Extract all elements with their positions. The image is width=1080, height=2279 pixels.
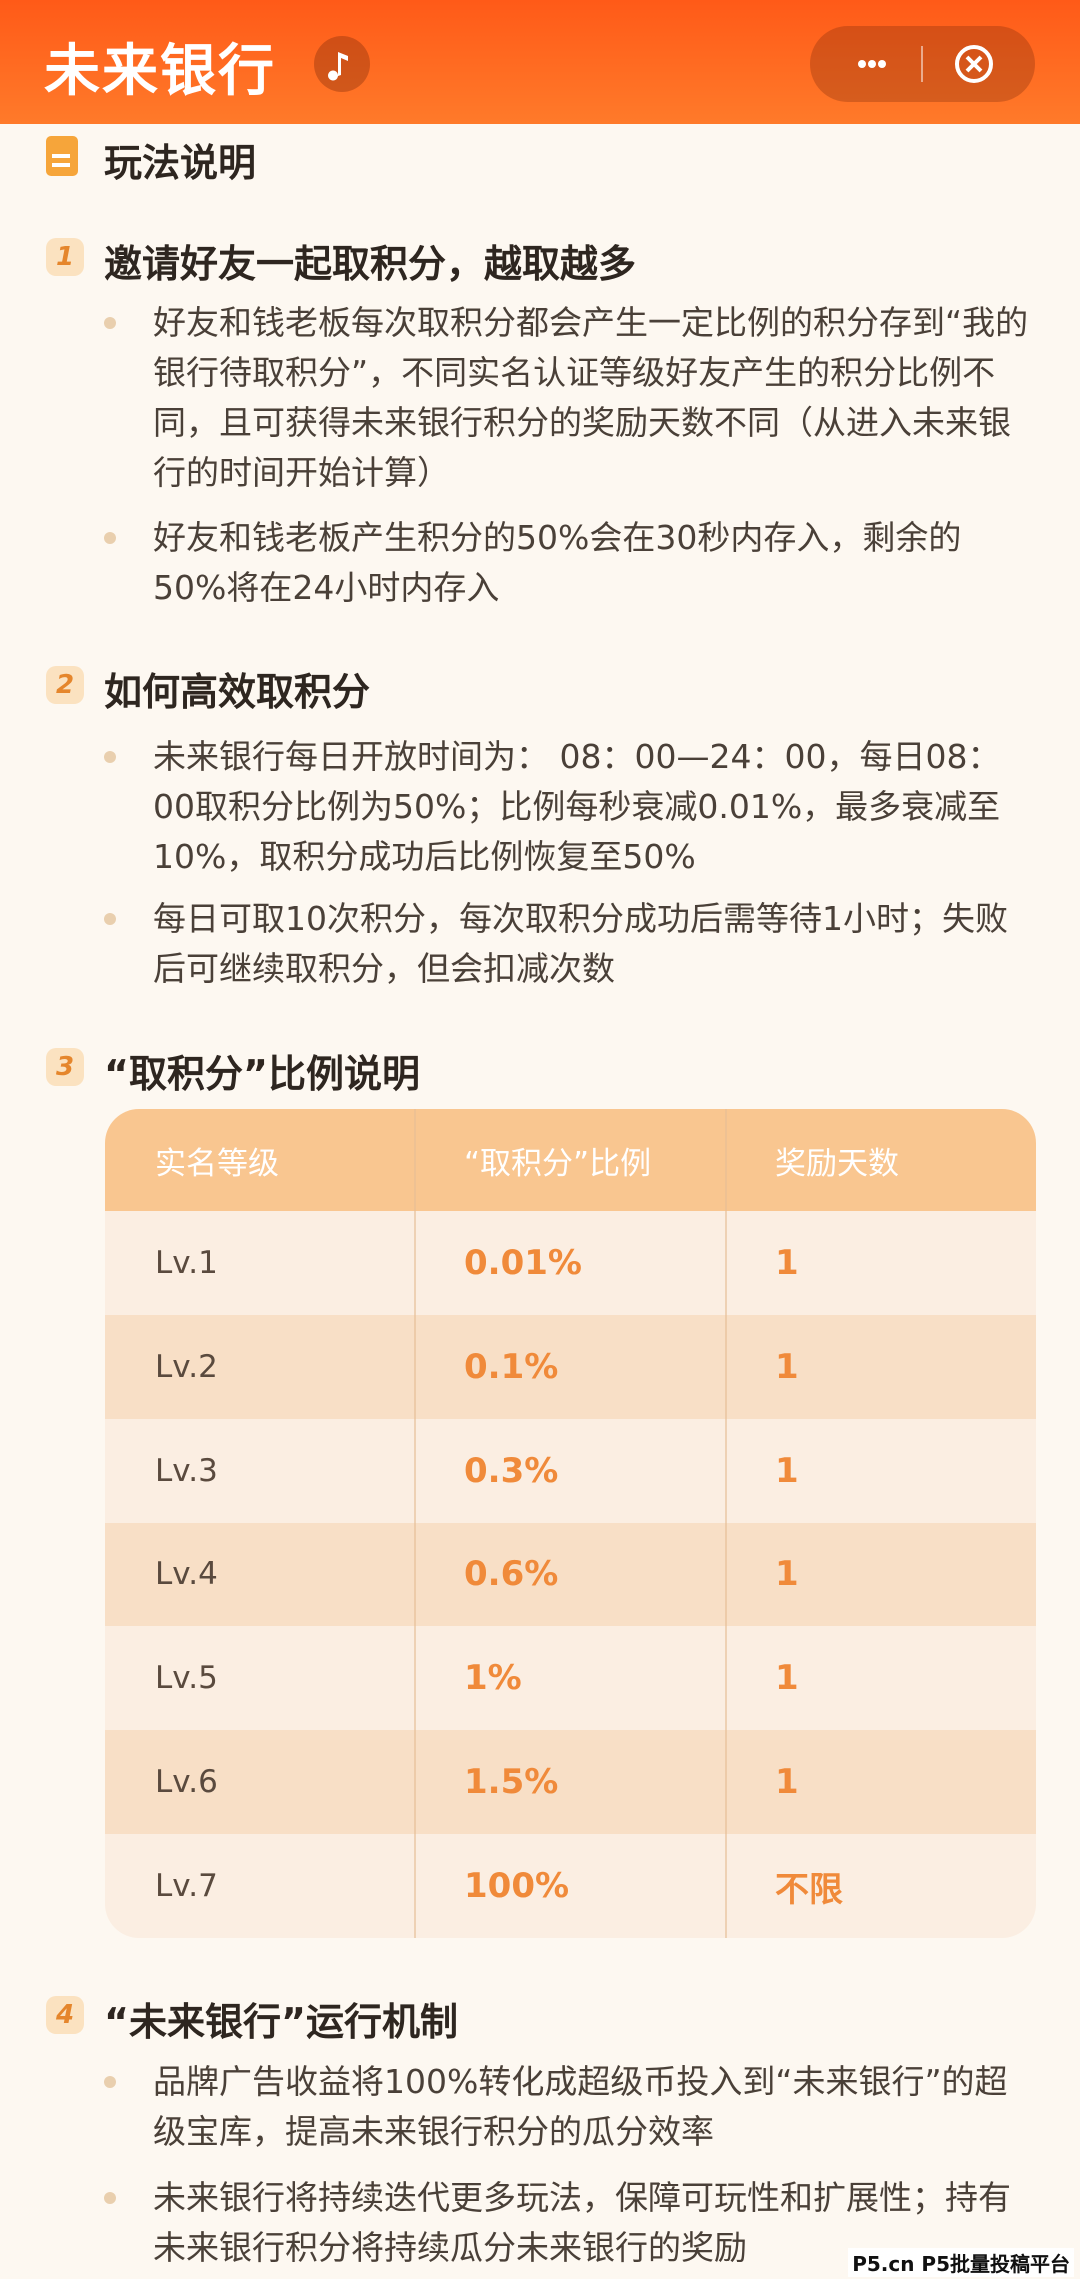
section-title: 如何高效取积分 bbox=[104, 670, 371, 714]
table: 实名等级 “取积分”比例 奖励天数 Lv.1 0.01% 1 Lv.2 0.1% 1 Lv.3 0.… bbox=[105, 1109, 1036, 1938]
table-cell: 1.5% bbox=[464, 1762, 559, 1803]
bullet-dot bbox=[104, 317, 116, 329]
table-cell: 1 bbox=[775, 1554, 799, 1595]
watermark: P5.cn P5批量投稿平台 bbox=[848, 2248, 1074, 2277]
table-cell: 1 bbox=[775, 1658, 799, 1699]
bullet-dot bbox=[104, 2192, 116, 2204]
bullet-dot bbox=[104, 532, 116, 544]
table-cell: 1% bbox=[464, 1658, 522, 1699]
bullet-text: 好友和钱老板每次取积分都会产生一定比例的积分存到“我的银行待取积分”，不同实名认… bbox=[153, 303, 1029, 492]
bullet-text: 品牌广告收益将100%转化成超级币投入到“未来银行”的超级宝库，提高未来银行积分… bbox=[153, 2062, 1008, 2151]
table-row-bg bbox=[105, 1730, 1036, 1835]
table-cell: Lv.5 bbox=[155, 1660, 218, 1697]
bullet-text: 每日可取10次积分，每次取积分成功后需等待1小时；失败后可继续取积分，但会扣减次… bbox=[153, 899, 1008, 988]
bullet-text: 未来银行将持续迭代更多玩法，保障可玩性和扩展性；持有未来银行积分将持续瓜分未来银… bbox=[153, 2178, 1011, 2267]
section-title: “未来银行”运行机制 bbox=[104, 2000, 458, 2044]
table-row-bg bbox=[105, 1834, 1036, 1938]
table-cell: Lv.4 bbox=[155, 1556, 218, 1593]
table-cell: Lv.2 bbox=[155, 1348, 218, 1385]
book-icon bbox=[46, 136, 78, 176]
section-number: 2 bbox=[46, 666, 84, 704]
table-row-bg bbox=[105, 1418, 1036, 1523]
table-cell: Lv.1 bbox=[155, 1244, 218, 1281]
table-cell: 不限 bbox=[775, 1869, 843, 1910]
column-header: 奖励天数 bbox=[775, 1145, 899, 1182]
section-title: 邀请好友一起取积分，越取越多 bbox=[104, 242, 637, 286]
table-cell: 0.6% bbox=[464, 1554, 559, 1595]
header: 未来银行 bbox=[0, 0, 1080, 124]
table-row-bg bbox=[105, 1314, 1036, 1419]
table-row-bg bbox=[105, 1522, 1036, 1627]
table-cell: 1 bbox=[775, 1242, 799, 1283]
menu-capsule bbox=[810, 26, 1035, 102]
table-cell: Lv.3 bbox=[155, 1452, 218, 1489]
app-title: 未来银行 bbox=[44, 39, 276, 104]
table-row-bg bbox=[105, 1626, 1036, 1731]
table-cell: 1 bbox=[775, 1762, 799, 1803]
table-cell: 1 bbox=[775, 1346, 799, 1387]
table-cell: 1 bbox=[775, 1450, 799, 1491]
bullet-dot bbox=[104, 2076, 116, 2088]
music-button[interactable] bbox=[314, 36, 370, 92]
column-header: 实名等级 bbox=[155, 1145, 279, 1182]
table-row-bg bbox=[105, 1211, 1036, 1315]
column-divider bbox=[414, 1109, 416, 1938]
table-cell: 0.3% bbox=[464, 1450, 559, 1491]
section-title: “取积分”比例说明 bbox=[104, 1052, 420, 1096]
column-header: “取积分”比例 bbox=[464, 1145, 652, 1182]
bullet-text: 好友和钱老板产生积分的50%会在30秒内存入，剩余的50%将在24小时内存入 bbox=[153, 518, 962, 607]
section-number: 3 bbox=[46, 1048, 84, 1086]
table-cell: Lv.6 bbox=[155, 1764, 218, 1801]
section-number: 1 bbox=[46, 238, 84, 276]
table-header-bg bbox=[105, 1109, 1036, 1211]
table-cell: Lv.7 bbox=[155, 1868, 218, 1905]
bullet-text: 未来银行每日开放时间为： 08：00—24：00，每日08：00取积分比例为50… bbox=[153, 737, 1001, 876]
bullet-dot bbox=[104, 751, 116, 763]
column-divider bbox=[725, 1109, 727, 1938]
intro-title: 玩法说明 bbox=[104, 141, 257, 185]
table-cell: 0.01% bbox=[464, 1242, 582, 1283]
table-cell: 0.1% bbox=[464, 1346, 559, 1387]
section-number: 4 bbox=[46, 1996, 84, 2034]
table-cell: 100% bbox=[464, 1866, 570, 1907]
bullet-dot bbox=[104, 913, 116, 925]
